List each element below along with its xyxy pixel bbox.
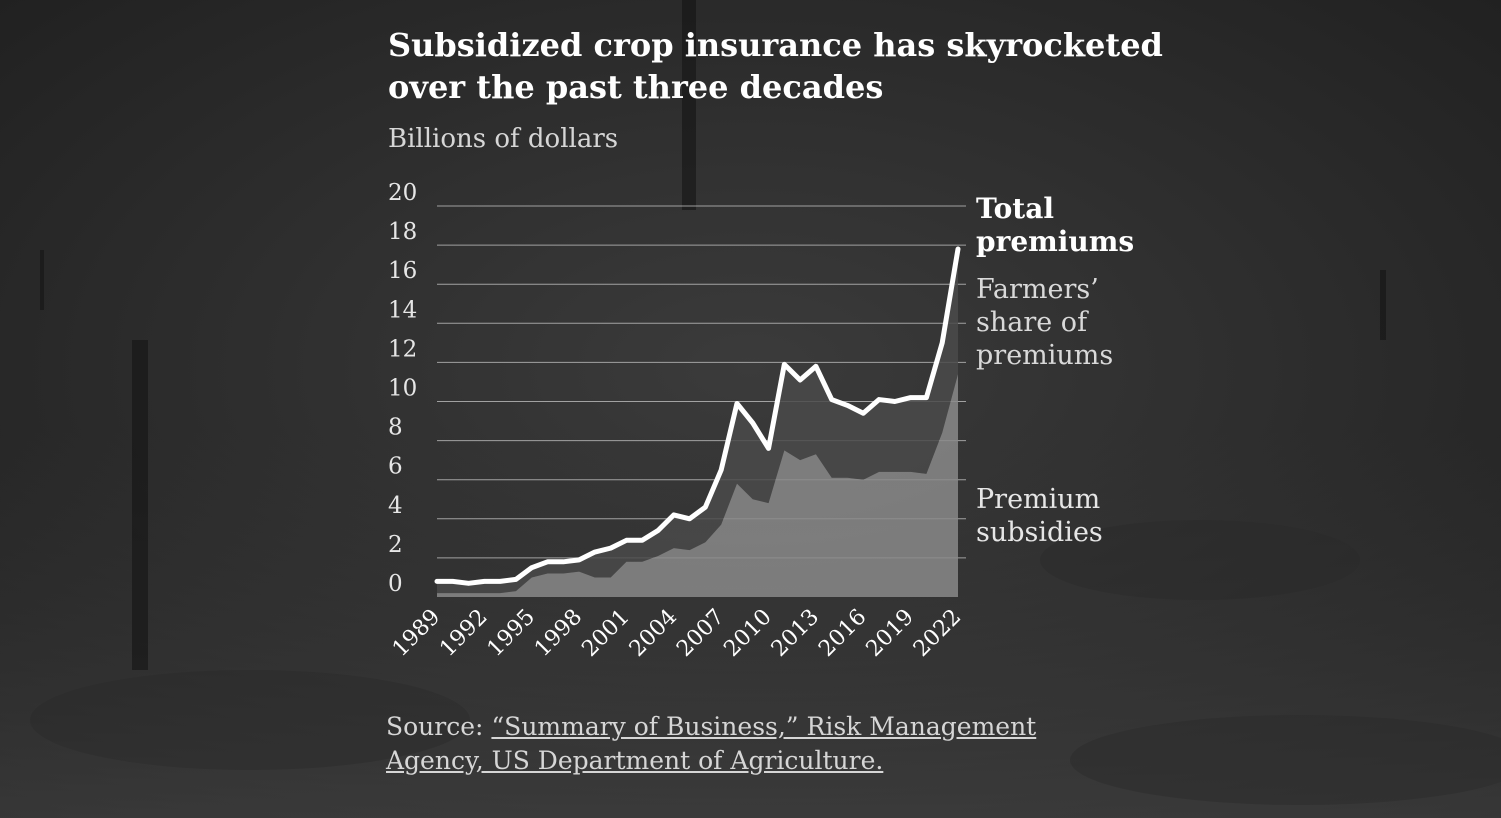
label-total-line1: Total — [976, 192, 1054, 225]
x-tick-label-1989: 1989 — [388, 605, 445, 662]
total-premiums-line — [434, 246, 961, 586]
y-tick-label-14: 14 — [388, 297, 417, 323]
y-axis-ticks: 0 2 4 6 8 10 12 14 16 18 20 — [388, 180, 417, 597]
series-labels: Total premiums Farmers’ share of premium… — [976, 192, 1134, 548]
y-tick-label-10: 10 — [388, 376, 417, 402]
x-tick-label-2007: 2007 — [672, 605, 729, 662]
y-tick-label-18: 18 — [388, 219, 417, 245]
x-tick-label-1998: 1998 — [530, 605, 587, 662]
chart-title: Subsidized crop insurance has skyrockete… — [388, 26, 1163, 106]
source-note: Source: “Summary of Business,” Risk Mana… — [386, 710, 1066, 778]
x-tick-label-2013: 2013 — [767, 605, 824, 662]
y-tick-label-8: 8 — [388, 415, 403, 441]
source-link[interactable]: “Summary of Business,” Risk Management A… — [386, 712, 1037, 775]
x-tick-label-2022: 2022 — [909, 605, 966, 662]
premium-subsidies-area — [437, 374, 958, 597]
label-total-premiums: Total premiums — [976, 192, 1134, 258]
y-tick-label-12: 12 — [388, 336, 417, 362]
chart-areas — [437, 249, 958, 597]
chart-lines — [434, 246, 961, 586]
label-farmers-line2: share of — [976, 307, 1089, 338]
y-tick-label-20: 20 — [388, 180, 417, 206]
x-tick-label-2019: 2019 — [862, 605, 919, 662]
y-tick-label-2: 2 — [388, 532, 403, 558]
farmers-share-area — [437, 249, 958, 594]
x-tick-label-2001: 2001 — [577, 605, 634, 662]
photo-silhouettes — [40, 0, 1386, 670]
label-farmers-line1: Farmers’ — [976, 274, 1099, 305]
y-axis-unit-label: Billions of dollars — [388, 124, 619, 154]
label-total-line2: premiums — [976, 225, 1134, 258]
y-tick-label-16: 16 — [388, 258, 417, 284]
x-tick-label-2004: 2004 — [625, 605, 682, 662]
label-subsidies-line2: subsidies — [976, 517, 1103, 548]
label-premium-subsidies: Premium subsidies — [976, 484, 1109, 548]
x-tick-label-1995: 1995 — [483, 605, 540, 662]
x-tick-label-2010: 2010 — [720, 605, 777, 662]
label-farmers-share: Farmers’ share of premiums — [976, 274, 1113, 371]
y-tick-label-4: 4 — [388, 493, 403, 519]
x-axis-ticks: 1989199219951998200120042007201020132016… — [388, 605, 966, 662]
x-tick-label-1992: 1992 — [435, 605, 492, 662]
y-tick-label-6: 6 — [388, 454, 403, 480]
x-tick-label-2016: 2016 — [814, 605, 871, 662]
label-subsidies-line1: Premium — [976, 484, 1100, 515]
y-tick-label-0: 0 — [388, 571, 403, 597]
label-farmers-line3: premiums — [976, 340, 1113, 371]
source-prefix: Source: — [386, 712, 492, 741]
